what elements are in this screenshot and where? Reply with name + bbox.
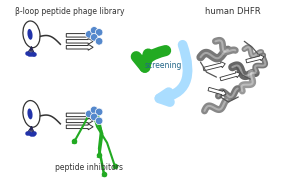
Text: peptide inhibitors: peptide inhibitors bbox=[55, 163, 123, 172]
FancyArrow shape bbox=[203, 62, 225, 71]
FancyArrow shape bbox=[66, 32, 93, 38]
Circle shape bbox=[95, 29, 103, 36]
Circle shape bbox=[95, 108, 103, 116]
Polygon shape bbox=[72, 138, 77, 144]
Ellipse shape bbox=[27, 108, 32, 119]
FancyArrow shape bbox=[66, 124, 93, 130]
FancyArrow shape bbox=[246, 55, 264, 63]
Text: human DHFR: human DHFR bbox=[204, 8, 260, 16]
Polygon shape bbox=[101, 171, 106, 177]
Polygon shape bbox=[112, 163, 117, 169]
FancyArrow shape bbox=[66, 118, 93, 124]
Circle shape bbox=[85, 110, 93, 118]
Ellipse shape bbox=[27, 29, 32, 40]
Text: β-loop peptide phage library: β-loop peptide phage library bbox=[14, 8, 124, 16]
Circle shape bbox=[95, 117, 103, 125]
Circle shape bbox=[90, 27, 98, 34]
FancyArrow shape bbox=[208, 87, 226, 96]
Circle shape bbox=[85, 31, 93, 38]
FancyArrow shape bbox=[66, 112, 93, 118]
Ellipse shape bbox=[23, 101, 40, 127]
Circle shape bbox=[90, 106, 98, 114]
Ellipse shape bbox=[23, 21, 40, 48]
FancyArrow shape bbox=[66, 44, 93, 50]
Text: screening: screening bbox=[145, 61, 182, 70]
FancyArrow shape bbox=[220, 71, 240, 81]
Circle shape bbox=[90, 33, 98, 41]
Circle shape bbox=[95, 38, 103, 45]
Polygon shape bbox=[97, 152, 101, 158]
Circle shape bbox=[90, 113, 98, 121]
FancyArrow shape bbox=[66, 38, 93, 44]
